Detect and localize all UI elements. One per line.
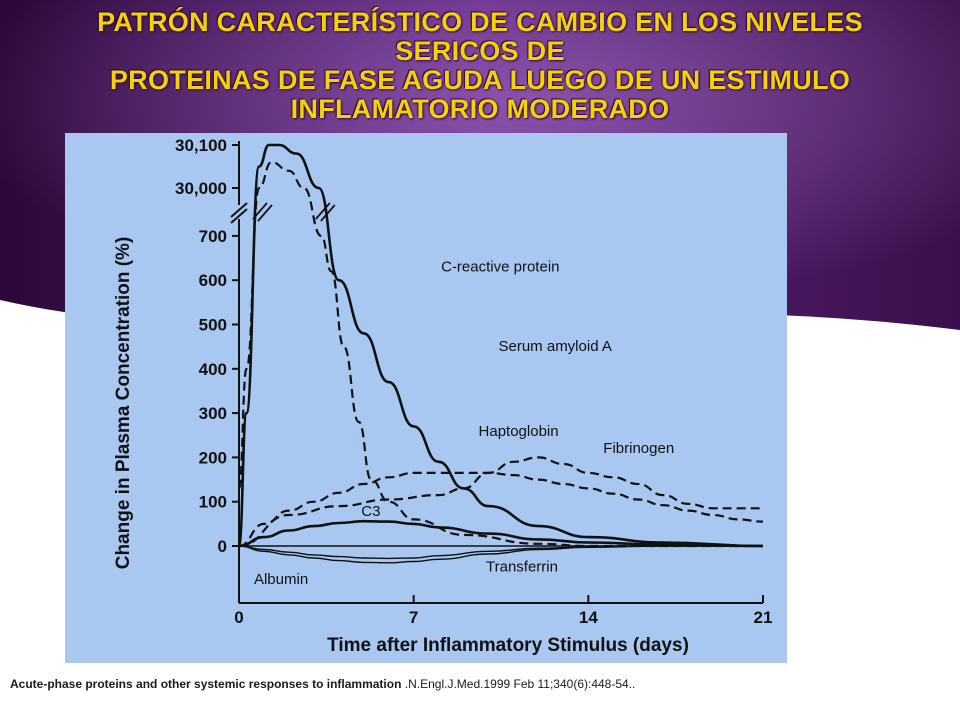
title-line-2: SERICOS DE bbox=[395, 36, 565, 66]
series-line-haptoglobin bbox=[238, 471, 764, 548]
x-axis-title: Time after Inflammatory Stimulus (days) bbox=[327, 635, 689, 656]
label-albumin: Albumin bbox=[254, 571, 308, 588]
label-serum-amyloid-a: Serum amyloid A bbox=[499, 338, 612, 355]
citation-title: Acute-phase proteins and other systemic … bbox=[10, 677, 402, 691]
series-labels: C-reactive protein Serum amyloid A Haptogl… bbox=[254, 258, 674, 588]
chart-panel: 0 100 200 300 400 500 600 700 30,000 30,100 0 7 14 21… bbox=[65, 133, 787, 663]
series-break-mark bbox=[257, 204, 273, 222]
x-tick-label: 7 bbox=[409, 608, 418, 627]
title-line-4: INFLAMATORIO MODERADO bbox=[290, 94, 670, 124]
series-break-mark bbox=[252, 202, 268, 220]
series-group bbox=[237, 143, 764, 564]
y-tick-label: 400 bbox=[199, 360, 227, 379]
title-line-1: PATRÓN CARACTERÍSTICO DE CAMBIO EN LOS N… bbox=[97, 7, 863, 37]
series-line-fibrinogen bbox=[238, 456, 763, 548]
label-fibrinogen: Fibrinogen bbox=[603, 440, 674, 457]
axis-break-mark bbox=[230, 208, 248, 224]
series-line-c3 bbox=[238, 519, 764, 548]
y-tick-label: 300 bbox=[199, 404, 227, 423]
series-break-mark bbox=[320, 204, 336, 222]
x-tick-label: 0 bbox=[234, 608, 243, 627]
citation: Acute-phase proteins and other systemic … bbox=[10, 677, 635, 691]
label-c-reactive-protein: C-reactive protein bbox=[441, 258, 559, 275]
slide-title: PATRÓN CARACTERÍSTICO DE CAMBIO EN LOS N… bbox=[40, 8, 920, 124]
axis-break-mark bbox=[230, 202, 248, 218]
y-tick-label: 700 bbox=[199, 227, 227, 246]
y-tick-label: 100 bbox=[199, 493, 227, 512]
series-line-transferrin bbox=[238, 545, 763, 560]
line-chart: 0 100 200 300 400 500 600 700 30,000 30,100 0 7 14 21… bbox=[113, 136, 772, 656]
label-transferrin: Transferrin bbox=[486, 559, 558, 576]
axes: 0 100 200 300 400 500 600 700 30,000 30,100 0 7 14 21 bbox=[175, 136, 772, 627]
label-haptoglobin: Haptoglobin bbox=[479, 423, 559, 440]
y-tick-label: 0 bbox=[218, 537, 227, 556]
series-line-serum-amyloid-a bbox=[237, 161, 763, 548]
y-axis-title: Change in Plasma Concentration (%) bbox=[113, 237, 134, 570]
citation-source: .N.Engl.J.Med.1999 Feb 11;340(6):448-54.… bbox=[401, 677, 636, 691]
x-tick-label: 21 bbox=[754, 608, 773, 627]
series-line-c-reactive-protein bbox=[237, 143, 764, 548]
title-line-3: PROTEINAS DE FASE AGUDA LUEGO DE UN ESTI… bbox=[109, 65, 851, 95]
series-break-mark bbox=[315, 202, 331, 220]
y-tick-label: 30,000 bbox=[175, 179, 227, 198]
label-c3: C3 bbox=[361, 503, 380, 520]
y-tick-label: 500 bbox=[199, 316, 227, 335]
x-tick-label: 14 bbox=[579, 608, 598, 627]
y-tick-label: 30,100 bbox=[175, 136, 227, 155]
y-tick-label: 600 bbox=[199, 271, 227, 290]
y-tick-label: 200 bbox=[199, 448, 227, 467]
